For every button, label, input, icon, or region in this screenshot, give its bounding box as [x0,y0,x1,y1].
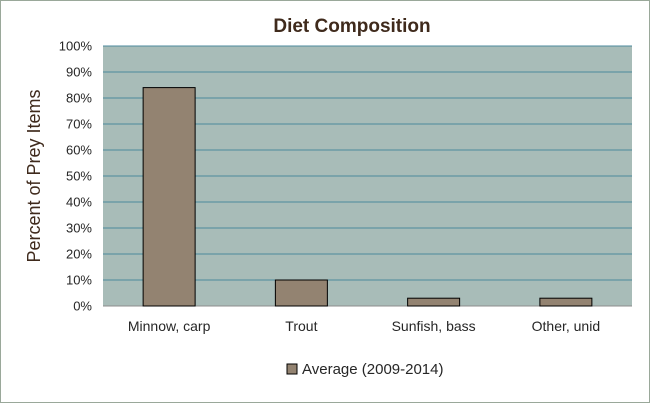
legend-label: Average (2009-2014) [302,361,444,378]
y-tick-label: 20% [66,247,92,262]
x-category-label: Sunfish, bass [392,318,476,334]
y-axis-label: Percent of Prey Items [24,89,44,262]
x-category-label: Minnow, carp [128,318,211,334]
y-tick-label: 50% [66,169,92,184]
y-tick-label: 70% [66,117,92,132]
y-tick-label: 100% [59,39,93,54]
y-tick-label: 10% [66,273,92,288]
chart-title: Diet Composition [273,16,430,37]
bar [274,279,328,307]
legend-swatch [286,363,298,375]
x-category-label: Trout [285,318,317,334]
y-tick-label: 90% [66,65,92,80]
bar [407,297,461,307]
y-tick-label: 30% [66,221,92,236]
bar [539,297,593,307]
x-category-label: Other, unid [532,318,601,334]
bar [142,87,196,307]
y-tick-label: 60% [66,143,92,158]
y-tick-label: 0% [73,299,92,314]
y-tick-label: 40% [66,195,92,210]
y-tick-label: 80% [66,91,92,106]
